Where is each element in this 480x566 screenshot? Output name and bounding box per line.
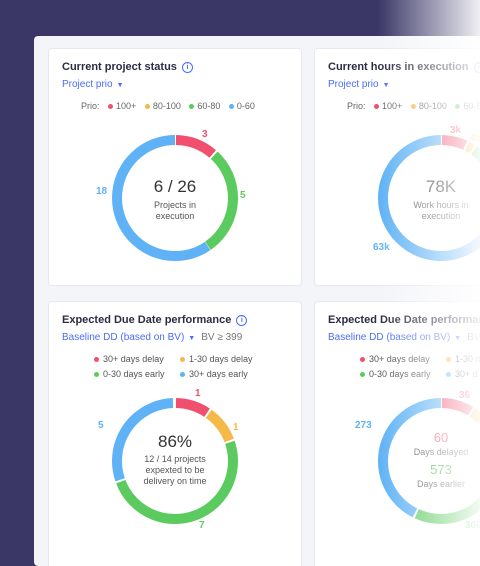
- days-earlier-value: 573: [430, 462, 452, 477]
- status-donut: [112, 135, 238, 261]
- legend-dot: [374, 103, 380, 109]
- hours-execution-card: Current hours in execution i Project prio…: [314, 48, 480, 286]
- legend-dot: [180, 356, 185, 362]
- center-caption: 12 / 14 projects expexted to be delivery o…: [143, 454, 207, 486]
- due-date-performance-card-2: Expected Due Date performance Baseline D…: [314, 301, 480, 566]
- baseline-dd-dropdown[interactable]: Baseline DD (based on BV) ▼ BV ≥ 399: [62, 332, 243, 343]
- red-value-label: 3k: [450, 125, 462, 136]
- legend-dot: [360, 356, 365, 362]
- project-prio-dropdown[interactable]: Project prio ▼: [62, 79, 124, 90]
- legend-dot: [189, 103, 195, 109]
- legend-dot: [228, 103, 234, 109]
- red-value-label: 1: [195, 388, 201, 399]
- card-title: Expected Due Date performance: [328, 314, 480, 326]
- legend-dot: [94, 356, 99, 362]
- legend-dot: [108, 103, 114, 109]
- blue-value-label: 63k: [373, 242, 390, 253]
- legend-dot: [94, 371, 99, 377]
- days-delayed-label: Days delayed: [413, 447, 469, 457]
- project-prio-dropdown[interactable]: Project prio ▼: [328, 79, 390, 90]
- info-icon[interactable]: i: [181, 62, 193, 73]
- legend-item: 30+ days early: [180, 369, 248, 379]
- orange-value-label: 1: [233, 422, 239, 433]
- dashboard-panel: Current project status i Project prio ▼ Pr…: [34, 36, 480, 566]
- days-delayed-value: 60: [433, 430, 449, 445]
- bv-filter[interactable]: BV ≥: [467, 332, 480, 343]
- legend-item: 0-30 days early: [94, 369, 165, 379]
- days-donut: [378, 398, 480, 524]
- center-caption: Projects in execution: [153, 200, 197, 221]
- caret-down-icon: ▼: [382, 82, 390, 89]
- blue-segment[interactable]: [378, 398, 480, 524]
- center-value: 86%: [157, 432, 193, 451]
- blue-value-label: 18: [96, 186, 108, 197]
- info-icon[interactable]: i: [236, 315, 248, 326]
- green-segment[interactable]: [112, 135, 238, 261]
- legend-dot: [446, 371, 451, 377]
- blue-segment[interactable]: [112, 398, 238, 524]
- card-title: Current project status i: [62, 61, 193, 73]
- legend-dot: [455, 103, 461, 109]
- red-value-label: 3: [202, 129, 208, 140]
- due-date-donut: [112, 398, 238, 524]
- info-icon[interactable]: i: [473, 62, 480, 73]
- due-date-performance-card: Expected Due Date performance i Baseline …: [48, 301, 302, 566]
- caret-down-icon: ▼: [188, 335, 196, 342]
- legend-dot: [446, 356, 451, 362]
- bv-filter[interactable]: BV ≥ 399: [201, 332, 243, 343]
- hours-donut: [378, 135, 480, 261]
- blue-segment[interactable]: [112, 135, 238, 261]
- days-earlier-label: Days earlier: [416, 479, 465, 489]
- caret-down-icon: ▼: [454, 335, 462, 342]
- center-caption: Work hours in execution: [413, 200, 469, 221]
- legend-item: 30+ days delay: [360, 354, 430, 364]
- baseline-dd-dropdown[interactable]: Baseline DD (based on BV)▼BV ≥: [328, 332, 480, 343]
- legend-item: 0-30 days early: [360, 369, 431, 379]
- legend-dot: [410, 103, 416, 109]
- green-segment[interactable]: [112, 398, 238, 524]
- green-value-label: 300: [465, 520, 480, 531]
- center-value: 78K: [425, 177, 457, 196]
- caret-down-icon: ▼: [116, 82, 124, 89]
- orange-value-label: 45: [470, 133, 480, 144]
- legend-dot: [144, 103, 150, 109]
- card-title: Expected Due Date performance i: [62, 314, 248, 326]
- project-status-card: Current project status i Project prio ▼ Pr…: [48, 48, 302, 286]
- legend-item: 1-30 days delay: [180, 354, 253, 364]
- green-value-label: 7: [199, 520, 205, 531]
- blue-value-label: 5: [98, 420, 104, 431]
- red-value-label: 36: [459, 390, 471, 401]
- legend-item: 30+ d: [446, 369, 478, 379]
- prio-legend: Prio: 100+ 80-100 60-80: [347, 101, 480, 111]
- blue-value-label: 273: [355, 420, 372, 431]
- legend-dot: [180, 371, 185, 377]
- card-title: Current hours in execution i: [328, 61, 480, 73]
- blue-segment[interactable]: [378, 135, 480, 261]
- legend-item: 30+ days delay: [94, 354, 164, 364]
- prio-legend: Prio: 100+ 80-100 60-80 0-60: [81, 101, 255, 111]
- center-value: 6 / 26: [153, 177, 197, 196]
- green-value-label: 5: [240, 190, 246, 201]
- legend-item: 1-30 d: [446, 354, 480, 364]
- legend-dot: [360, 371, 365, 377]
